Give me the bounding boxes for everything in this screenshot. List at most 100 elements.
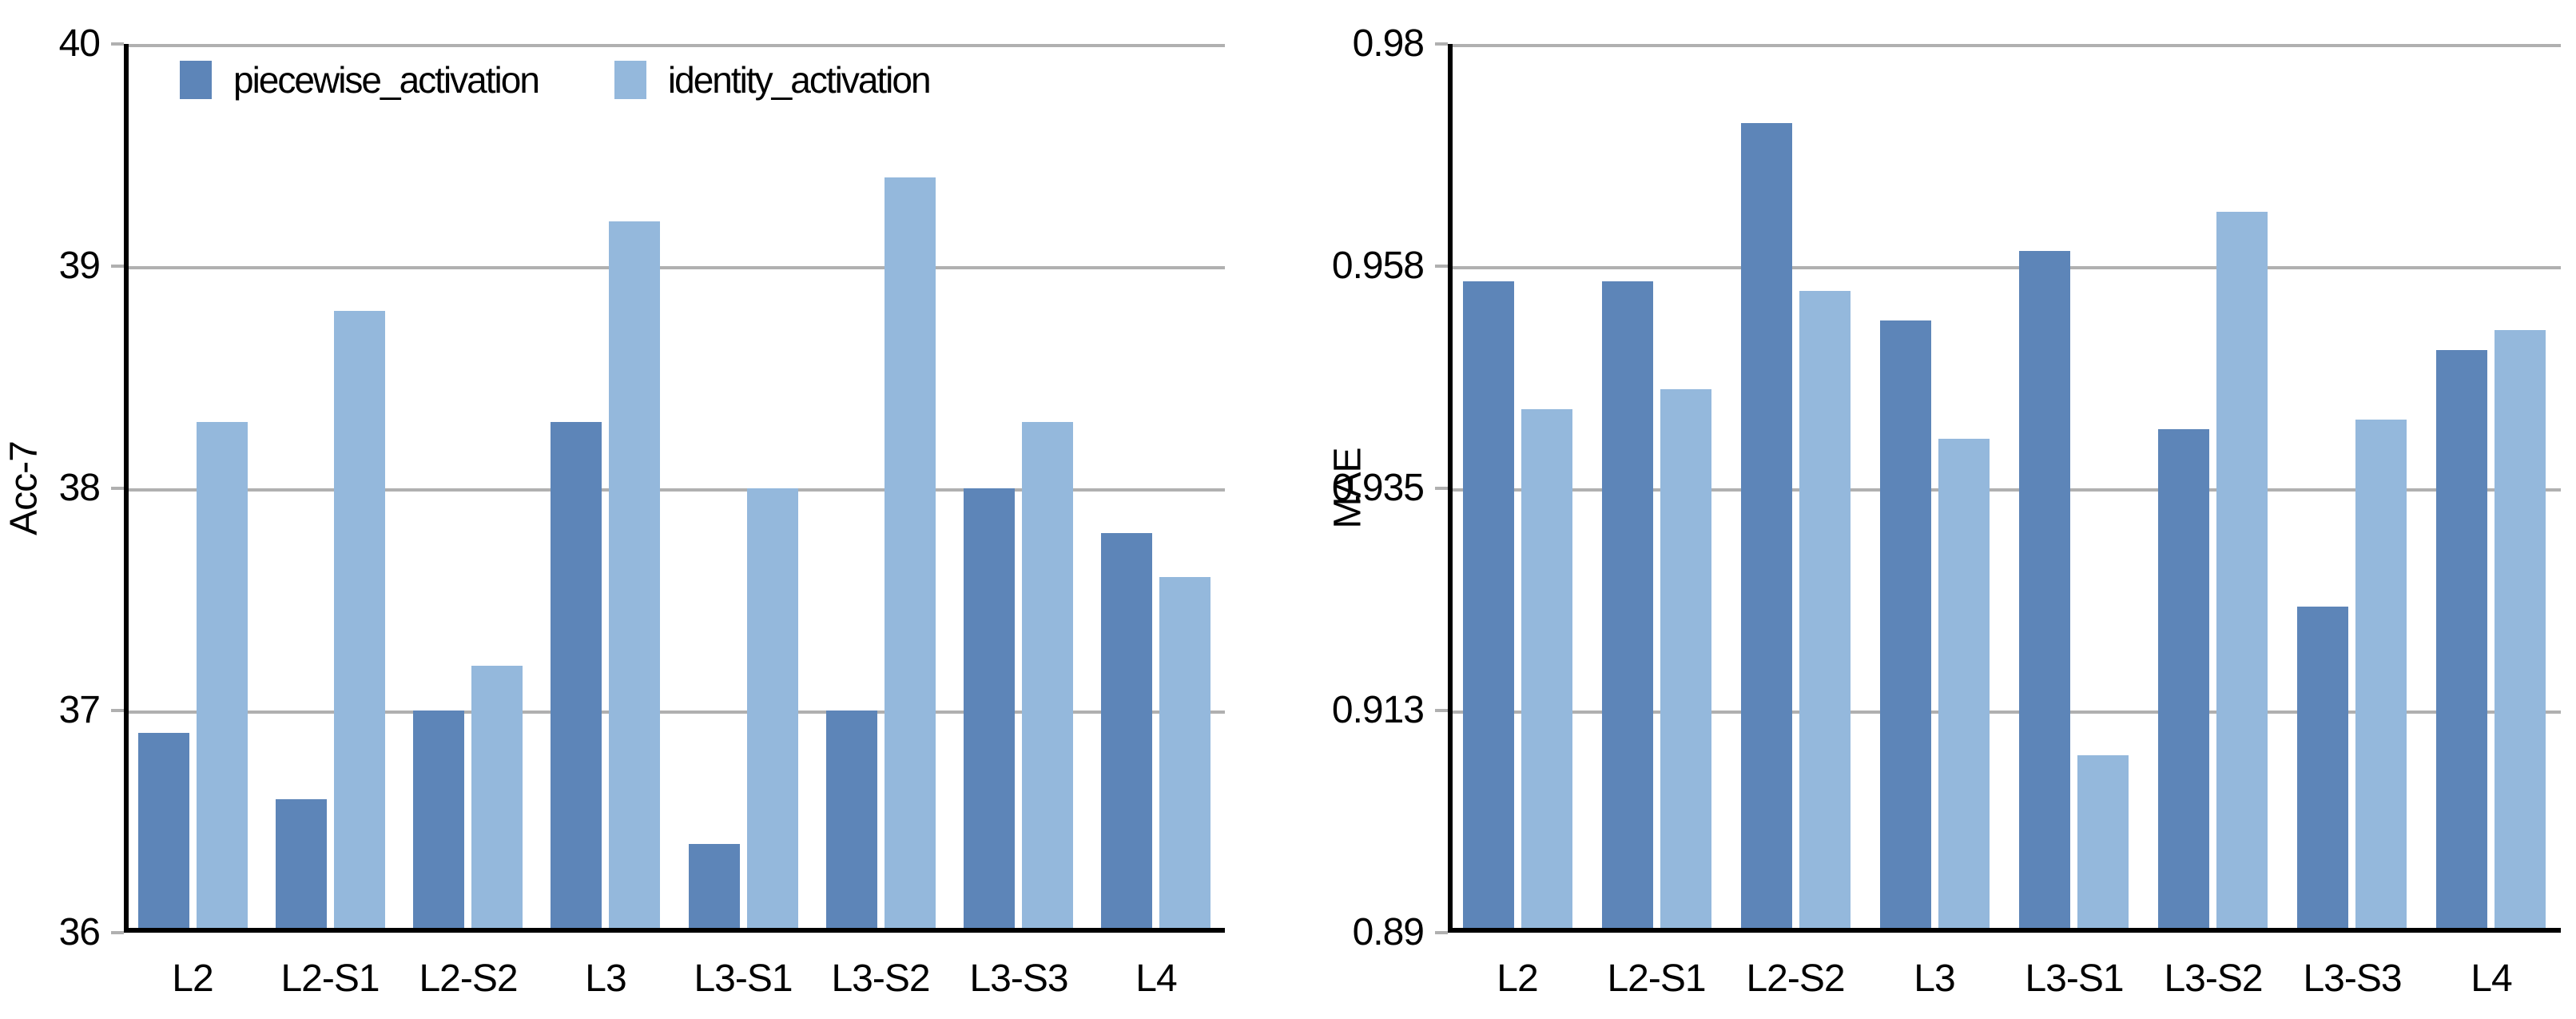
bar-identity_activation-L2 [1521,409,1572,933]
y-axis-line [1448,44,1453,933]
bar-piecewise_activation-L3-S2 [2158,429,2210,933]
bar-identity_activation-L4 [2495,330,2546,933]
bar-piecewise_activation-L3 [1879,320,1931,933]
y-tick-label: 0.913 [1331,689,1425,731]
x-category-label: L3-S2 [2164,957,2263,1000]
y-tick [1435,42,1448,46]
legend: piecewise_activation identity_activation [180,58,932,102]
bar-piecewise_activation-L2 [137,733,189,933]
x-category-label: L3-S3 [969,957,1068,1000]
bar-piecewise_activation-L3-S2 [825,711,877,933]
gridline [124,488,1225,492]
gridline [124,266,1225,269]
bar-identity_activation-L2-S1 [333,311,385,933]
y-tick [111,487,124,490]
y-tick [1435,487,1448,490]
y-tick-label: 39 [58,245,101,287]
legend-swatch-icon [180,61,212,99]
bar-identity_activation-L3 [1938,439,1990,933]
bar-group-L3-S2 [2144,44,2283,933]
bar-group-L3-S3 [2283,44,2422,933]
x-category-label: L3 [1914,957,1955,1000]
x-category-label: L4 [1135,957,1177,1000]
bar-piecewise_activation-L3 [551,422,602,933]
bar-piecewise_activation-L3-S3 [964,488,1016,933]
bar-identity_activation-L2-S1 [1660,389,1711,933]
gridline [1448,44,2561,47]
bar-group-L2-S2 [1726,44,1865,933]
bar-identity_activation-L3-S1 [746,488,798,933]
legend-item: identity_activation [614,58,932,102]
bar-identity_activation-L2-S2 [1799,291,1851,933]
y-axis-line [124,44,129,933]
y-tick-label: 37 [58,689,101,731]
bar-group-L2-S1 [1587,44,1726,933]
y-tick-label: 36 [58,911,101,953]
bar-identity_activation-L2-S2 [471,666,523,933]
y-tick [111,265,124,268]
y-tick [1435,931,1448,934]
bar-group-L2 [124,44,261,933]
legend-label: identity_activation [667,59,932,101]
bar-identity_activation-L3-S3 [2355,420,2407,933]
y-axis-title: MAE [1326,448,1369,529]
bar-group-L2 [1448,44,1587,933]
bar-identity_activation-L4 [1159,577,1211,933]
bar-group-L3-S2 [812,44,949,933]
y-tick [1435,709,1448,712]
bar-piecewise_activation-L2-S1 [275,799,327,933]
bar-identity_activation-L3 [609,221,661,933]
x-axis-line [1448,928,2561,933]
bar-piecewise_activation-L2-S1 [1601,281,1653,933]
bar-identity_activation-L3-S1 [2077,755,2129,933]
x-category-label: L3 [585,957,626,1000]
x-category-label: L3-S2 [831,957,930,1000]
bar-piecewise_activation-L2-S2 [1740,123,1792,933]
gridline [1448,266,2561,269]
bar-piecewise_activation-L3-S1 [2019,251,2071,933]
x-category-label: L2-S1 [280,957,380,1000]
y-tick-label: 38 [58,467,101,509]
bar-group-L3 [537,44,674,933]
plot-area [124,44,1225,933]
bar-group-L3-S3 [950,44,1087,933]
y-tick [1435,265,1448,268]
bar-group-L2-S1 [261,44,399,933]
y-tick-label: 0.89 [1352,911,1425,953]
y-tick [111,709,124,712]
x-category-label: L2 [172,957,213,1000]
bar-identity_activation-L3-S2 [2216,212,2268,933]
bar-group-L4 [1087,44,1225,933]
y-tick-label: 0.958 [1331,245,1425,287]
bar-identity_activation-L3-S2 [884,177,936,933]
x-category-label: L3-S3 [2303,957,2402,1000]
x-category-label: L2-S2 [1746,957,1845,1000]
x-category-label: L4 [2471,957,2512,1000]
x-category-label: L3-S1 [694,957,793,1000]
x-category-label: L2 [1497,957,1538,1000]
gridline [124,44,1225,47]
bar-identity_activation-L3-S3 [1022,422,1074,933]
y-tick-label: 0.98 [1352,22,1425,65]
x-category-label: L3-S1 [2025,957,2124,1000]
bar-piecewise_activation-L2-S2 [413,711,465,933]
plot-area [1448,44,2561,933]
y-tick [111,42,124,46]
bar-group-L2-S2 [400,44,537,933]
y-tick-label: 0.935 [1331,467,1425,509]
gridline [1448,488,2561,492]
bar-group-L3 [1865,44,2004,933]
x-axis-line [124,928,1225,933]
bar-piecewise_activation-L3-S3 [2297,607,2349,933]
bar-group-L3-S1 [674,44,812,933]
bars-layer [124,44,1225,933]
legend-item: piecewise_activation [180,58,540,102]
bar-piecewise_activation-L4 [2436,350,2488,933]
bar-group-L3-S1 [2005,44,2144,933]
bar-piecewise_activation-L3-S1 [688,844,740,933]
bar-group-L4 [2422,44,2561,933]
gridline [1448,711,2561,714]
